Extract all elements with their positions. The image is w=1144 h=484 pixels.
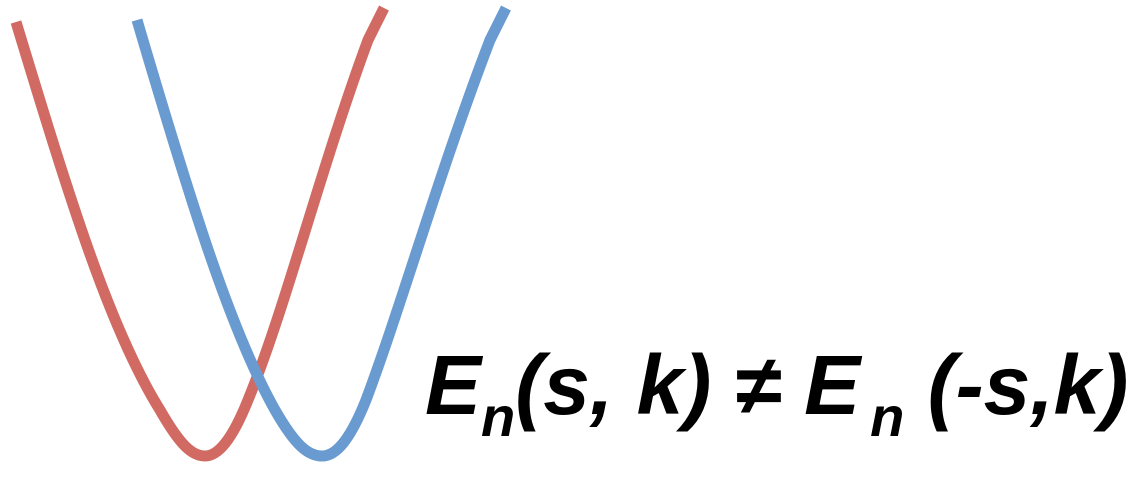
rhs-symbol: E — [804, 338, 863, 432]
not-equal-operator: ≠ — [711, 338, 804, 432]
lhs-arguments: (s, k) — [515, 338, 711, 432]
rhs-arguments: (-s,k) — [904, 338, 1128, 432]
lhs-subscript: n — [481, 385, 515, 448]
rhs-subscript: n — [870, 385, 904, 448]
blue-band-curve — [131, 5, 511, 462]
lhs-symbol: E — [425, 338, 484, 432]
red-band-curve — [10, 5, 389, 462]
